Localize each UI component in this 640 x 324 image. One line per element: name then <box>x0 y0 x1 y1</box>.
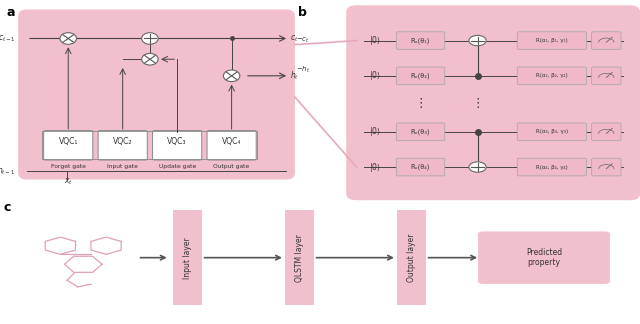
FancyBboxPatch shape <box>44 131 93 160</box>
Text: $|0\rangle$: $|0\rangle$ <box>369 161 380 174</box>
Text: ⋮: ⋮ <box>414 97 427 110</box>
FancyBboxPatch shape <box>397 210 426 305</box>
Text: Update gate: Update gate <box>159 164 196 168</box>
Text: R(α₁, β₁, γ₁): R(α₁, β₁, γ₁) <box>536 38 568 43</box>
Text: Rₓ(θ₄): Rₓ(θ₄) <box>411 164 430 170</box>
Text: Input gate: Input gate <box>108 164 138 168</box>
FancyBboxPatch shape <box>478 231 610 284</box>
Text: Predicted
property: Predicted property <box>526 248 562 267</box>
Text: ⋮: ⋮ <box>471 97 484 110</box>
Text: $|0\rangle$: $|0\rangle$ <box>369 125 380 138</box>
FancyBboxPatch shape <box>591 67 621 85</box>
FancyBboxPatch shape <box>591 32 621 49</box>
FancyBboxPatch shape <box>18 9 295 179</box>
Circle shape <box>60 33 76 44</box>
Text: c: c <box>3 201 11 214</box>
Text: $|0\rangle$: $|0\rangle$ <box>369 69 380 82</box>
Text: $-h_t$: $-h_t$ <box>296 64 310 75</box>
Text: $h_t$: $h_t$ <box>291 70 300 82</box>
Text: a: a <box>6 6 15 19</box>
FancyBboxPatch shape <box>152 131 202 160</box>
FancyBboxPatch shape <box>396 32 445 49</box>
Text: $c_t$: $c_t$ <box>291 33 299 44</box>
FancyBboxPatch shape <box>396 158 445 176</box>
Text: Output gate: Output gate <box>214 164 250 168</box>
Text: Forget gate: Forget gate <box>51 164 86 168</box>
Text: Output layer: Output layer <box>406 233 416 282</box>
Text: QLSTM layer: QLSTM layer <box>294 234 304 282</box>
Circle shape <box>469 35 486 46</box>
Text: VQC₁: VQC₁ <box>58 137 78 146</box>
FancyBboxPatch shape <box>207 131 256 160</box>
Text: Input layer: Input layer <box>182 237 192 279</box>
Text: Rₓ(θ₁): Rₓ(θ₁) <box>411 37 430 44</box>
FancyBboxPatch shape <box>173 210 202 305</box>
Text: b: b <box>298 6 307 19</box>
Text: $|0\rangle$: $|0\rangle$ <box>369 34 380 47</box>
Text: $-c_t$: $-c_t$ <box>296 36 310 45</box>
FancyBboxPatch shape <box>591 158 621 176</box>
Text: VQC₃: VQC₃ <box>168 137 187 146</box>
FancyBboxPatch shape <box>285 210 314 305</box>
Text: $c_{t-1}$: $c_{t-1}$ <box>0 33 15 44</box>
Circle shape <box>469 162 486 172</box>
FancyBboxPatch shape <box>517 123 586 141</box>
Text: $h_{t-1}$: $h_{t-1}$ <box>0 165 15 178</box>
Text: Rₓ(θ₂): Rₓ(θ₂) <box>411 73 430 79</box>
Circle shape <box>141 33 158 44</box>
Text: VQC₂: VQC₂ <box>113 137 132 146</box>
Circle shape <box>223 70 240 82</box>
Text: R(α₄, β₄, γ₄): R(α₄, β₄, γ₄) <box>536 165 568 169</box>
FancyBboxPatch shape <box>98 131 147 160</box>
FancyBboxPatch shape <box>517 158 586 176</box>
Text: VQC₄: VQC₄ <box>222 137 241 146</box>
FancyBboxPatch shape <box>396 67 445 85</box>
FancyBboxPatch shape <box>396 123 445 141</box>
FancyBboxPatch shape <box>591 123 621 141</box>
Text: Rₓ(θ₃): Rₓ(θ₃) <box>411 129 430 135</box>
FancyBboxPatch shape <box>517 32 586 49</box>
FancyBboxPatch shape <box>517 67 586 85</box>
FancyBboxPatch shape <box>346 5 640 200</box>
Text: $x_t$: $x_t$ <box>64 176 73 187</box>
Text: R(α₃, β₃, γ₃): R(α₃, β₃, γ₃) <box>536 129 568 134</box>
Text: R(α₂, β₂, γ₂): R(α₂, β₂, γ₂) <box>536 73 568 78</box>
Circle shape <box>141 53 158 65</box>
